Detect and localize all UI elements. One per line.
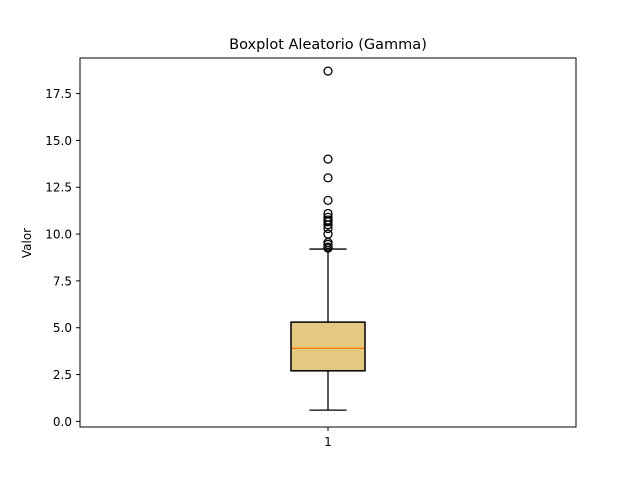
plot-area: 0.0 2.5 5.0 7.5 10.0 12.5 15.0 17.5 1	[45, 57, 577, 449]
y-tick-label: 12.5	[45, 181, 72, 195]
outlier-point	[323, 229, 333, 239]
outlier-point	[323, 242, 333, 252]
outlier-point	[323, 215, 333, 225]
x-tick-label: 1	[324, 435, 332, 449]
y-axis-label: Valor	[20, 228, 34, 258]
outlier-point	[323, 66, 333, 76]
iqr-box	[290, 321, 366, 372]
outlier-point	[323, 154, 333, 164]
y-tick-label: 10.0	[45, 228, 72, 242]
y-tick-label: 0.0	[53, 415, 72, 429]
y-tick-label: 17.5	[45, 87, 72, 101]
y-tick-label: 2.5	[53, 368, 72, 382]
outlier-point	[323, 208, 333, 219]
y-tick-label: 7.5	[53, 274, 72, 288]
outlier-point	[323, 173, 333, 183]
y-tick-label: 15.0	[45, 134, 72, 148]
outlier-point	[323, 195, 333, 206]
outlier-point	[323, 212, 333, 222]
y-tick-label: 5.0	[53, 321, 72, 335]
chart-title: Boxplot Aleatorio (Gamma)	[229, 37, 427, 53]
